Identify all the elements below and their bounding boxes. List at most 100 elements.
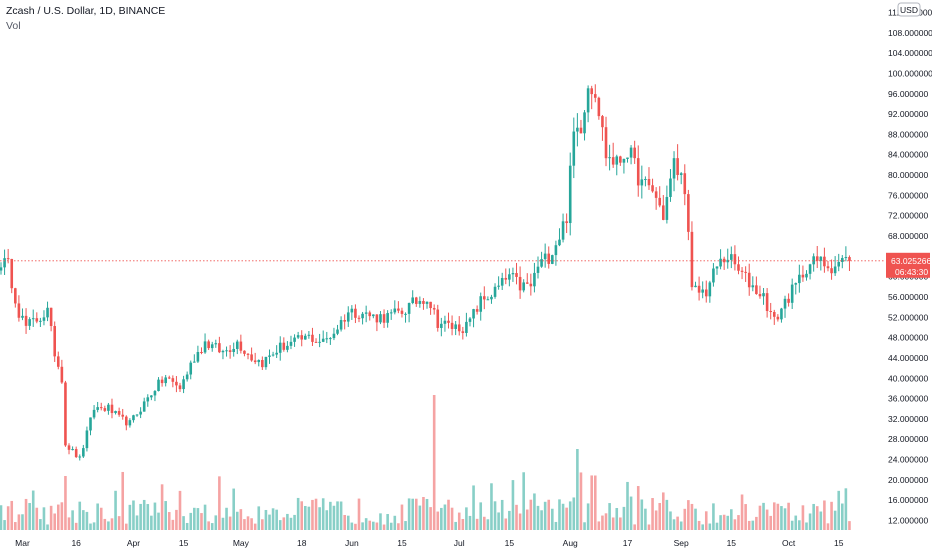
candle-body-up bbox=[71, 449, 74, 451]
volume-bar bbox=[486, 519, 490, 530]
volume-bar bbox=[812, 503, 815, 530]
volume-bar bbox=[3, 520, 6, 530]
candle-body-up bbox=[268, 355, 271, 357]
candle-body-up bbox=[142, 401, 146, 412]
candle-body-down bbox=[67, 445, 71, 450]
candle-body-down bbox=[740, 270, 744, 272]
volume-bar bbox=[744, 504, 747, 530]
time-tick-label: Jul bbox=[454, 538, 465, 548]
candle-body-down bbox=[253, 360, 257, 363]
volume-bar bbox=[10, 500, 14, 530]
candle-body-up bbox=[805, 273, 808, 278]
volume-bar bbox=[662, 492, 665, 530]
candle-body-up bbox=[576, 127, 579, 132]
currency-badge[interactable]: USD bbox=[897, 2, 921, 17]
volume-bar bbox=[733, 519, 737, 530]
volume-bar bbox=[293, 514, 296, 530]
volume-bar bbox=[619, 517, 622, 530]
currency-badge-frame bbox=[897, 2, 921, 17]
candle-body-up bbox=[407, 303, 411, 314]
volume-bar bbox=[593, 475, 597, 530]
volume-bar bbox=[282, 517, 286, 530]
candle-body-down bbox=[457, 324, 461, 332]
volume-bar bbox=[49, 505, 53, 530]
candle-body-up bbox=[486, 299, 490, 301]
candle-body-down bbox=[436, 309, 440, 328]
candle-body-up bbox=[185, 374, 189, 380]
price-tick-label: 104.000000 bbox=[888, 48, 932, 58]
candle-body-up bbox=[21, 315, 24, 318]
volume-bar bbox=[755, 516, 758, 530]
volume-bar bbox=[497, 512, 500, 530]
candle-body-down bbox=[697, 285, 701, 293]
candle-body-down bbox=[604, 127, 608, 159]
candle-body-up bbox=[490, 296, 493, 300]
volume-bar bbox=[178, 490, 182, 530]
candle-body-down bbox=[375, 314, 379, 323]
candle-body-up bbox=[443, 320, 447, 324]
volume-bar bbox=[440, 507, 443, 530]
volume-bar bbox=[783, 508, 787, 530]
candle-body-up bbox=[286, 345, 289, 350]
volume-bar bbox=[443, 504, 447, 530]
candle-body-up bbox=[293, 337, 296, 342]
time-tick-label: 17 bbox=[623, 538, 633, 548]
volume-bar bbox=[848, 521, 851, 530]
candle-body-down bbox=[547, 253, 551, 264]
volume-bar bbox=[647, 524, 651, 530]
volume-bar bbox=[765, 509, 769, 530]
volume-bar bbox=[798, 520, 801, 530]
volume-bar bbox=[153, 502, 157, 530]
candle-body-down bbox=[397, 308, 400, 311]
candle-body-down bbox=[160, 379, 164, 384]
volume-bar bbox=[35, 507, 39, 530]
candle-body-up bbox=[508, 274, 511, 280]
volume-bar bbox=[658, 502, 662, 530]
candle-body-up bbox=[665, 196, 669, 220]
currency-badge-label: USD bbox=[900, 5, 918, 15]
candle-body-down bbox=[737, 264, 740, 271]
candle-body-down bbox=[56, 356, 60, 367]
volume-bar bbox=[325, 510, 329, 530]
candle-body-up bbox=[336, 329, 339, 334]
candle-body-down bbox=[704, 289, 708, 297]
candle-body-up bbox=[3, 258, 6, 268]
volume-bar bbox=[296, 497, 300, 530]
candle-body-up bbox=[762, 293, 765, 297]
volume-bar bbox=[529, 499, 533, 530]
candle-body-down bbox=[6, 258, 10, 260]
candle-body-up bbox=[626, 157, 629, 159]
volume-bar bbox=[669, 511, 672, 530]
candle-body-down bbox=[343, 320, 346, 322]
volume-bar bbox=[74, 522, 78, 530]
candle-body-up bbox=[42, 317, 46, 321]
volume-bar bbox=[235, 511, 239, 530]
price-tick-label: 72.000000 bbox=[888, 211, 928, 221]
candle-body-down bbox=[239, 341, 243, 351]
volume-bar bbox=[536, 505, 540, 530]
candle-body-down bbox=[504, 277, 508, 280]
candle-body-down bbox=[218, 343, 221, 353]
volume-bar bbox=[837, 490, 841, 530]
volume-bar bbox=[253, 523, 257, 530]
candle-body-up bbox=[672, 158, 676, 179]
price-axis[interactable]: 12.000000 16.000000 20.000000 24.000000 28.0… bbox=[888, 2, 932, 526]
volume-bar bbox=[608, 503, 611, 530]
volume-bar bbox=[604, 513, 608, 530]
candle-body-down bbox=[529, 283, 533, 287]
volume-bar bbox=[339, 501, 343, 530]
price-tick-label: 92.000000 bbox=[888, 109, 928, 119]
candle-body-down bbox=[60, 366, 64, 383]
time-axis[interactable]: Mar 16 Apr 15 May 18 Jun 15 Jul 15 Aug 17 Sep 15 Oct 15 bbox=[15, 538, 844, 548]
volume-bars bbox=[0, 395, 851, 530]
volume-bar bbox=[461, 518, 465, 530]
volume-bar bbox=[715, 522, 719, 530]
volume-bar bbox=[210, 523, 214, 530]
candle-body-up bbox=[708, 282, 712, 297]
volume-bar bbox=[257, 506, 261, 530]
candle-body-up bbox=[715, 266, 719, 269]
volume-bar bbox=[372, 521, 375, 530]
volume-bar bbox=[565, 507, 568, 530]
